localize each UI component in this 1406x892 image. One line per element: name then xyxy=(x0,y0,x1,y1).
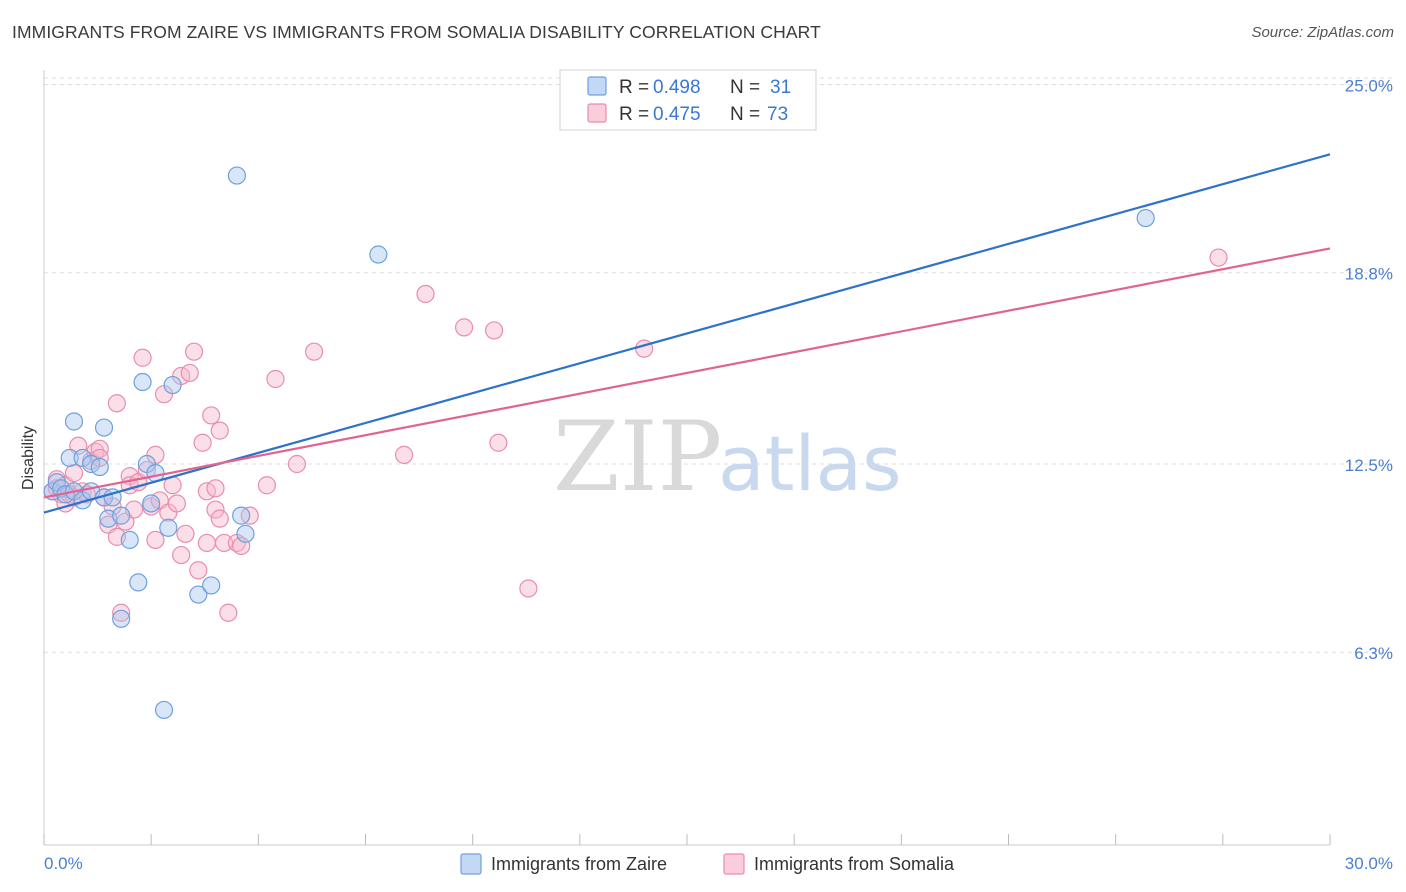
y-tick-label: 18.8% xyxy=(1345,265,1393,284)
zaire-point xyxy=(236,524,255,543)
somalia-point xyxy=(519,579,538,598)
zaire-point xyxy=(142,494,161,513)
x-tick-label-min: 0.0% xyxy=(44,854,83,873)
somalia-point xyxy=(193,433,212,452)
zaire-point xyxy=(64,412,84,431)
zaire-point xyxy=(202,576,221,595)
somalia-n-value: 73 xyxy=(767,104,788,125)
zaire-r-value: 0.498 xyxy=(653,77,701,98)
somalia-point xyxy=(146,530,165,550)
zaire-point xyxy=(120,530,139,550)
somalia-point xyxy=(266,369,285,389)
somalia-point xyxy=(485,321,504,340)
grid-lines xyxy=(44,77,1393,653)
somalia-point xyxy=(287,454,307,474)
somalia-series-swatch xyxy=(723,853,745,875)
y-tick-label: 25.0% xyxy=(1345,77,1393,96)
zaire-point xyxy=(232,506,251,525)
somalia-point xyxy=(64,464,84,483)
zaire-n-value: 31 xyxy=(770,77,791,98)
somalia-n-label: N = xyxy=(730,104,760,125)
zaire-points xyxy=(43,166,1155,720)
zaire-n-label: N = xyxy=(730,77,760,98)
somalia-r-label: R = xyxy=(619,104,649,125)
zaire-point xyxy=(189,585,208,604)
somalia-point xyxy=(189,561,208,580)
zaire-series-label: Immigrants from Zaire xyxy=(491,854,667,874)
zaire-point xyxy=(60,448,79,468)
somalia-point xyxy=(112,603,131,622)
zaire-point xyxy=(1136,208,1155,228)
somalia-point xyxy=(184,342,204,361)
somalia-point xyxy=(394,445,414,464)
somalia-point xyxy=(206,500,225,519)
chart-source: Source: ZipAtlas.com xyxy=(1251,24,1394,41)
zaire-point xyxy=(94,418,114,437)
somalia-point xyxy=(172,545,191,565)
zaire-point xyxy=(112,506,131,525)
somalia-point xyxy=(1209,248,1228,267)
somalia-point xyxy=(489,433,508,452)
somalia-point xyxy=(180,363,199,383)
somalia-point xyxy=(197,533,216,553)
somalia-point xyxy=(219,603,238,622)
zaire-trend-line xyxy=(43,153,1331,514)
zaire-point xyxy=(90,457,109,477)
trend-lines xyxy=(43,153,1331,514)
somalia-point xyxy=(206,479,225,498)
watermark-zip: ZIP xyxy=(553,401,722,513)
somalia-point xyxy=(257,476,277,495)
zaire-r-label: R = xyxy=(619,77,649,98)
x-tick-label-max: 30.0% xyxy=(1345,854,1393,873)
zaire-point xyxy=(227,166,246,185)
somalia-legend-swatch xyxy=(587,103,607,123)
zaire-legend-swatch xyxy=(587,76,607,96)
somalia-series-label: Immigrants from Somalia xyxy=(754,854,955,874)
zaire-point xyxy=(159,518,178,537)
somalia-point xyxy=(210,509,229,528)
somalia-point xyxy=(90,439,109,458)
somalia-trend-line xyxy=(43,247,1331,499)
somalia-point xyxy=(304,342,324,361)
y-axis-tick-labels: 6.3% 12.5% 18.8% 25.0% xyxy=(1345,77,1393,664)
zaire-series-swatch xyxy=(460,853,482,875)
somalia-point xyxy=(210,421,229,440)
y-tick-label: 6.3% xyxy=(1354,644,1393,663)
somalia-point xyxy=(416,284,435,304)
somalia-point xyxy=(232,536,251,556)
zaire-point xyxy=(133,372,152,392)
somalia-point xyxy=(214,533,234,553)
zaire-point xyxy=(163,375,182,395)
y-tick-label: 12.5% xyxy=(1345,456,1393,475)
zaire-point xyxy=(154,700,174,720)
somalia-point xyxy=(176,524,195,543)
somalia-point xyxy=(107,394,126,413)
zaire-point xyxy=(369,245,388,264)
watermark-atlas: atlas xyxy=(718,419,902,508)
somalia-point xyxy=(133,348,152,367)
x-axis-ticks xyxy=(43,834,1331,845)
zaire-point xyxy=(112,609,131,628)
y-axis-label: Disability xyxy=(20,426,37,490)
stats-legend: R = 0.498 N = 31 R = 0.475 N = 73 xyxy=(559,69,817,131)
somalia-point xyxy=(202,406,221,425)
somalia-point xyxy=(454,318,474,337)
chart-title: IMMIGRANTS FROM ZAIRE VS IMMIGRANTS FROM… xyxy=(12,22,821,42)
somalia-point xyxy=(167,494,186,513)
series-legend: Immigrants from Zaire Immigrants from So… xyxy=(460,853,955,875)
somalia-r-value: 0.475 xyxy=(653,104,701,125)
watermark: ZIP atlas xyxy=(553,401,902,513)
zaire-point xyxy=(129,573,148,592)
